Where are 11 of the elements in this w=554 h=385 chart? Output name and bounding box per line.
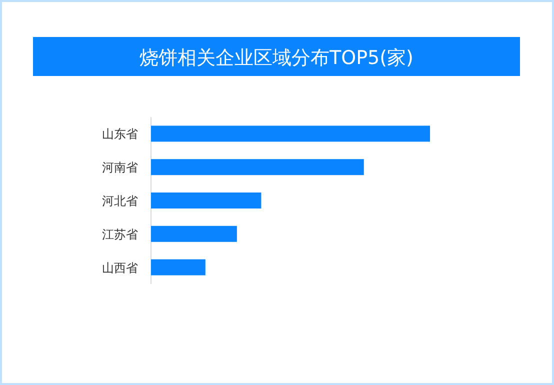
y-tick-label: 山西省 bbox=[102, 260, 138, 275]
y-tick-label: 河南省 bbox=[102, 160, 138, 175]
bar bbox=[151, 259, 206, 276]
bar bbox=[151, 126, 430, 142]
chart-title: 烧饼相关企业区域分布TOP5(家) bbox=[140, 47, 414, 69]
y-tick-label: 山东省 bbox=[102, 127, 138, 142]
bar bbox=[151, 192, 262, 208]
y-tick-label: 江苏省 bbox=[102, 227, 138, 242]
bar bbox=[151, 226, 237, 242]
bar bbox=[151, 159, 364, 176]
y-tick-label: 河北省 bbox=[102, 194, 138, 208]
